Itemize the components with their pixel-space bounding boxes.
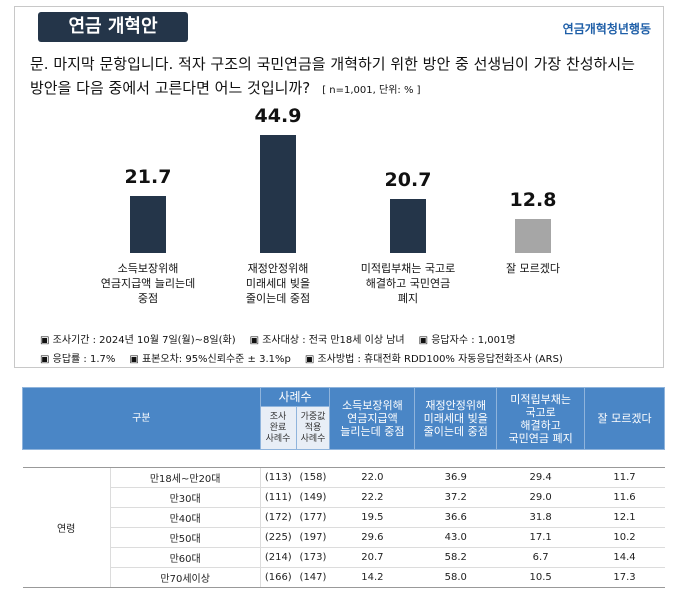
bar (130, 195, 166, 253)
category-label: 소득보장위해 연금지급액 늘리는데 중점 (100, 262, 196, 305)
footnote-line: ▣ 조사기간 : 2024년 10월 7일(월)~8일(화) ▣ 조사대상 : 전… (40, 331, 577, 346)
table-row: 만70세이상 (166) (147) 14.2 58.0 10.5 17.3 (23, 567, 665, 588)
table-cell: (197) (296, 527, 330, 548)
table-cell: 22.2 (329, 487, 415, 508)
table-row: 만50대 (225) (197) 29.6 43.0 17.1 10.2 (23, 527, 665, 548)
header-cell: 잘 모르겠다 (584, 387, 665, 450)
spacer (22, 449, 665, 468)
table-cell: 29.6 (329, 527, 415, 548)
table-cell: (113) (260, 467, 296, 488)
table-cell: (166) (260, 567, 296, 588)
table-cell: 12.1 (584, 507, 665, 528)
table-cell: 17.3 (584, 567, 665, 588)
question: 문. 마지막 문항입니다. 적자 구조의 국민연금을 개혁하기 위한 방안 중 … (30, 52, 650, 103)
table-cell: 36.9 (414, 467, 497, 488)
table-cell: 58.0 (414, 567, 497, 588)
plot: 21.7 소득보장위해 연금지급액 늘리는데 중점 44.9 재정안정위해 미래세대 … (100, 105, 561, 305)
header-cell: 조사 완료 사례수 (259, 406, 297, 450)
table-cell: (177) (296, 507, 330, 528)
table-cell: 19.5 (329, 507, 415, 528)
table-cell: 만50대 (110, 527, 261, 548)
table-cell: (149) (296, 487, 330, 508)
subtitle: 문. 마지막 문항입니다. 적자 구조의 국민연금을 개혁하기 위한 방안 중 … (30, 55, 635, 97)
header-row: 조사 완료 사례수 가중값 적용 사례수 (23, 406, 665, 450)
group-cell: 연령 (22, 467, 111, 588)
header-cell: 소득보장위해 연금지급액 늘리는데 중점 (329, 387, 416, 450)
bar (390, 198, 426, 253)
footnote: ▣ 조사기간 : 2024년 10월 7일(월)~8일(화) (40, 335, 236, 346)
chart-frame (14, 6, 664, 368)
footnote: ▣ 조사방법 : 휴대전화 RDD100% 자동응답전화조사 (ARS) (304, 354, 563, 365)
table-cell: (214) (260, 547, 296, 568)
table-cell: 만70세이상 (110, 567, 261, 588)
header-cell: 사례수 (259, 387, 331, 407)
table-cell: 10.2 (584, 527, 665, 548)
note: [ n=1,001, 단위: % ] (322, 85, 421, 96)
bar (515, 219, 551, 253)
table-cell: (158) (296, 467, 330, 488)
header-cell: 재정안정위해 미래세대 빚을 줄이는데 중점 (414, 387, 498, 450)
table-cell: 31.8 (496, 507, 585, 528)
table-cell: 14.2 (329, 567, 415, 588)
spacer-row (22, 449, 665, 468)
table-cell: 만18세~만20대 (110, 467, 261, 488)
source: 연금개혁청년행동 (562, 22, 651, 36)
table-cell: (172) (260, 507, 296, 528)
category-label: 잘 모르겠다 (505, 262, 561, 275)
table-cell: 6.7 (496, 547, 585, 568)
table-cell: 37.2 (414, 487, 497, 508)
value-label: 44.9 (254, 105, 302, 127)
header-row: 구분 사례수 소득보장위해 연금지급액 늘리는데 중점 재정안정위해 미래세대 빚을 … (22, 387, 665, 450)
table-cell: (225) (260, 527, 296, 548)
footnote: ▣ 응답자수 : 1,001명 (418, 335, 516, 346)
table-cell: 29.4 (496, 467, 585, 488)
table-row: 만60대 (214) (173) 20.7 58.2 6.7 14.4 (23, 547, 665, 568)
header-cell: 미적립부채는 국고로 해결하고 국민연금 폐지 (496, 387, 586, 450)
table-cell: 14.4 (584, 547, 665, 568)
table-cell: 43.0 (414, 527, 497, 548)
footnote: ▣ 조사대상 : 전국 만18세 이상 남녀 (249, 335, 405, 346)
header-cell: 구분 (22, 387, 261, 450)
table-cell: 11.6 (584, 487, 665, 508)
chart-title: 연금 개혁안 (38, 12, 188, 42)
footnote: ▣ 표본오차: 95%신뢰수준 ± 3.1%p (129, 354, 291, 365)
value-label: 21.7 (124, 165, 172, 188)
table-cell: (173) (296, 547, 330, 568)
table: 구분 사례수 소득보장위해 연금지급액 늘리는데 중점 재정안정위해 미래세대 빚을 … (22, 387, 665, 588)
bar (260, 135, 296, 253)
footnote-line: ▣ 응답률 : 1.7% ▣ 표본오차: 95%신뢰수준 ± 3.1%p ▣ 조사방… (40, 350, 577, 365)
table-cell: 36.6 (414, 507, 497, 528)
table-cell: 29.0 (496, 487, 585, 508)
table-row: 연령 만18세~만20대 (113) (158) 22.0 36.9 29.4 11.7 (22, 467, 665, 588)
header-cell: 가중값 적용 사례수 (295, 406, 331, 450)
value-label: 12.8 (509, 189, 557, 212)
value-label: 20.7 (384, 168, 432, 191)
table-cell: 20.7 (329, 547, 415, 568)
table-cell: 17.1 (496, 527, 585, 548)
table-cell: 10.5 (496, 567, 585, 588)
footnote: ▣ 응답률 : 1.7% (40, 354, 116, 365)
category-label: 미적립부채는 국고로 해결하고 국민연금 폐지 (360, 262, 456, 305)
table-cell: 만60대 (110, 547, 261, 568)
table-cell: 만40대 (110, 507, 261, 528)
table-cell: (147) (296, 567, 330, 588)
table-cell: 11.7 (584, 467, 665, 488)
table-cell: 만30대 (110, 487, 261, 508)
table-cell: 58.2 (414, 547, 497, 568)
table-row: 만30대 (111) (149) 22.2 37.2 29.0 11.6 (23, 487, 665, 508)
table-row: 만40대 (172) (177) 19.5 36.6 31.8 12.1 (23, 507, 665, 528)
category-label: 재정안정위해 미래세대 빚을 줄이는데 중점 (245, 262, 311, 305)
table-cell: 22.0 (329, 467, 415, 488)
table-cell: (111) (260, 487, 296, 508)
footnotes: ▣ 조사기간 : 2024년 10월 7일(월)~8일(화) ▣ 조사대상 : 전… (40, 331, 577, 369)
